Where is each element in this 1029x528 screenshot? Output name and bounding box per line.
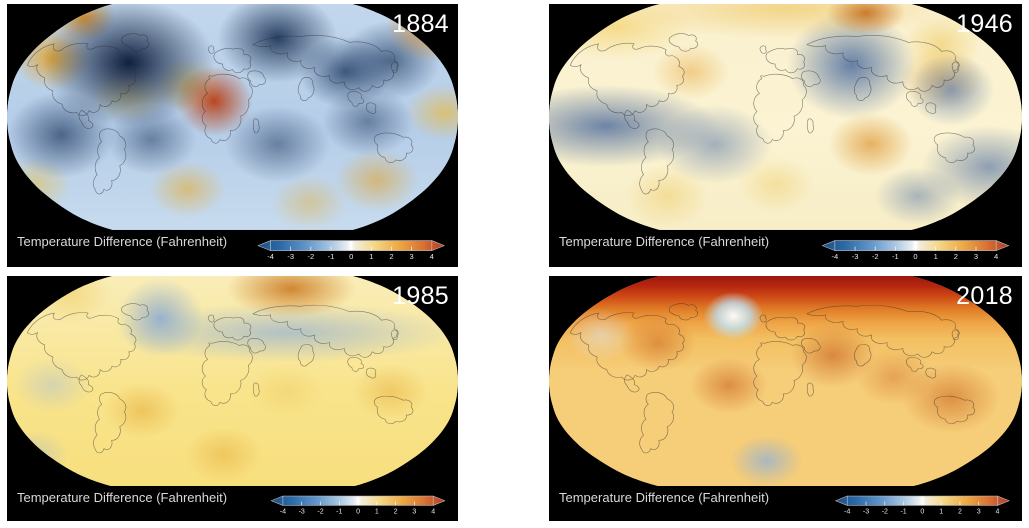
svg-text:1: 1 (939, 509, 943, 516)
svg-text:4: 4 (431, 509, 435, 516)
svg-text:-2: -2 (872, 252, 879, 261)
svg-text:-2: -2 (881, 509, 887, 516)
svg-text:-1: -1 (900, 509, 906, 516)
svg-text:3: 3 (976, 509, 980, 516)
svg-text:-3: -3 (299, 509, 305, 516)
svg-text:-4: -4 (844, 509, 850, 516)
svg-text:2: 2 (953, 252, 957, 261)
svg-text:1: 1 (369, 252, 373, 261)
svg-text:-4: -4 (267, 252, 274, 261)
svg-text:-2: -2 (317, 509, 323, 516)
svg-text:2: 2 (394, 509, 398, 516)
svg-text:-3: -3 (287, 252, 294, 261)
svg-text:-2: -2 (308, 252, 315, 261)
svg-text:3: 3 (412, 509, 416, 516)
svg-text:0: 0 (920, 509, 924, 516)
svg-text:-4: -4 (280, 509, 286, 516)
svg-text:-4: -4 (831, 252, 838, 261)
svg-text:4: 4 (994, 252, 998, 261)
svg-text:-3: -3 (863, 509, 869, 516)
svg-text:4: 4 (430, 252, 434, 261)
svg-text:0: 0 (356, 509, 360, 516)
svg-text:-1: -1 (336, 509, 342, 516)
svg-text:-3: -3 (851, 252, 858, 261)
svg-text:2: 2 (958, 509, 962, 516)
svg-text:0: 0 (913, 252, 917, 261)
svg-text:2: 2 (389, 252, 393, 261)
svg-text:1: 1 (933, 252, 937, 261)
svg-text:-1: -1 (892, 252, 899, 261)
svg-text:3: 3 (974, 252, 978, 261)
svg-text:-1: -1 (328, 252, 335, 261)
svg-text:1: 1 (375, 509, 379, 516)
svg-text:3: 3 (410, 252, 414, 261)
svg-text:4: 4 (995, 509, 999, 516)
svg-text:0: 0 (349, 252, 353, 261)
